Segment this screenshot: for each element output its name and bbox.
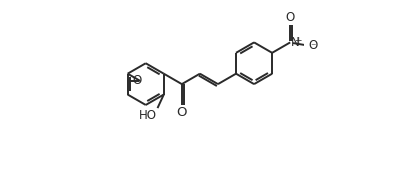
Text: O: O xyxy=(308,39,318,52)
Text: O: O xyxy=(132,74,141,87)
Text: +: + xyxy=(294,36,301,45)
Text: ⁻: ⁻ xyxy=(311,43,316,53)
Text: HO: HO xyxy=(139,109,157,122)
Text: O: O xyxy=(286,11,295,24)
Text: O: O xyxy=(177,106,187,119)
Text: N: N xyxy=(290,36,299,49)
